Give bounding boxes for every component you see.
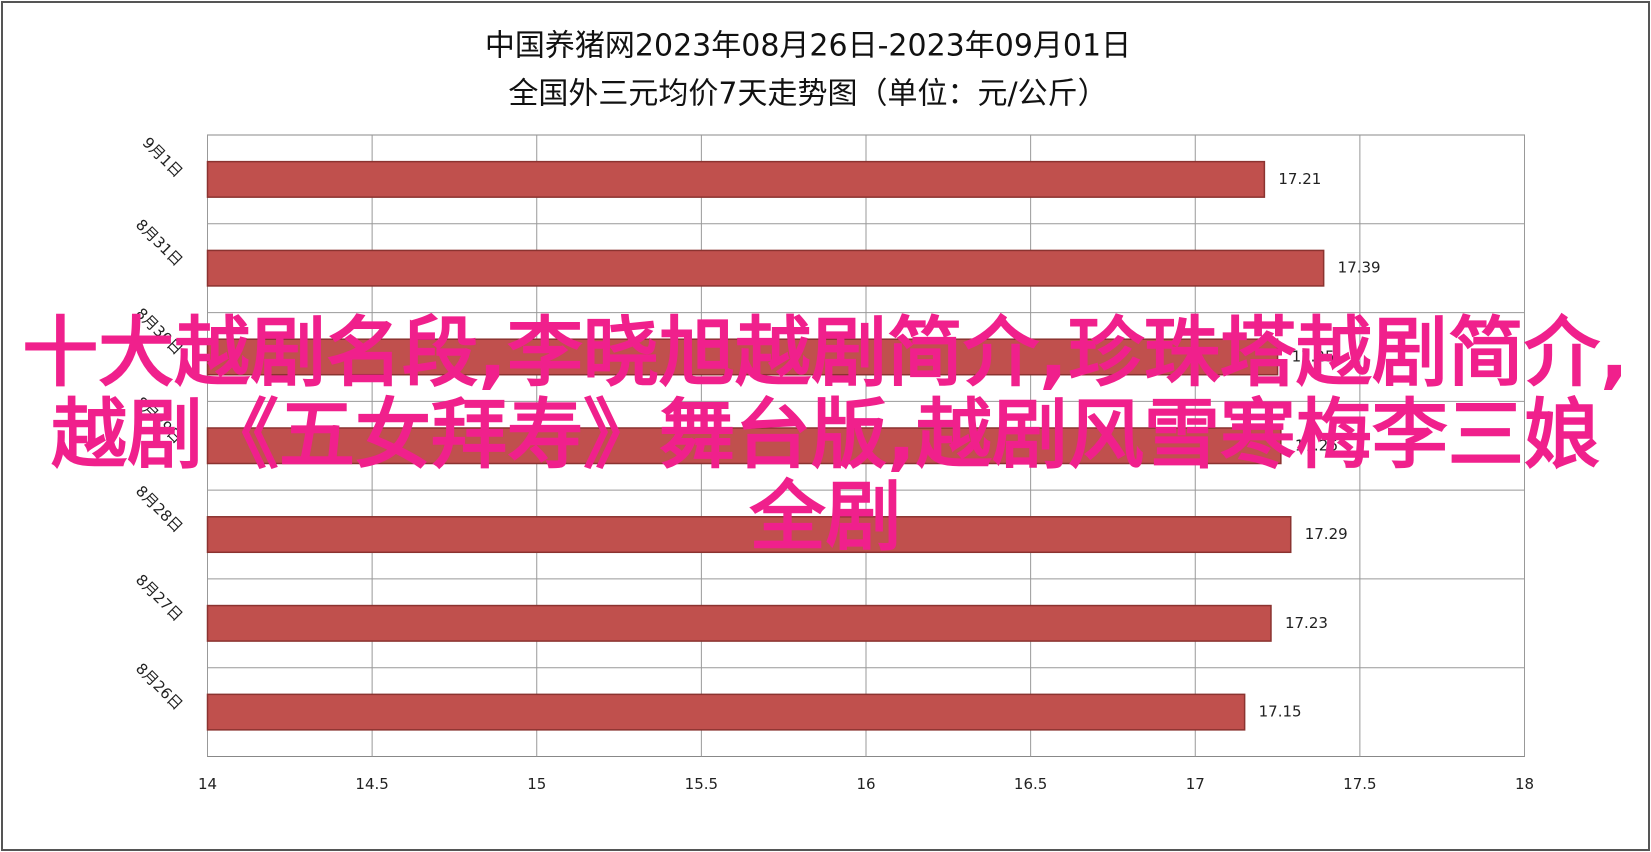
- chart-subtitle: 全国外三元均价7天走势图（单位：元/公斤）: [508, 77, 1107, 112]
- value-label: 17.29: [1305, 525, 1348, 543]
- value-label: 17.25: [1292, 347, 1335, 365]
- value-label: 17.21: [1278, 170, 1321, 188]
- x-tick-label: 17: [1186, 775, 1205, 793]
- bar: [206, 249, 1325, 287]
- bar: [206, 516, 1292, 554]
- bar: [206, 338, 1279, 376]
- bar: [206, 693, 1246, 731]
- overlay-text: 十大越剧名段,李晓旭越剧简介,珍珠塔越剧简介,越剧《五女拜寿》舞台版,越剧风雪寒…: [22, 308, 1629, 561]
- value-label: 17.23: [1285, 614, 1328, 632]
- value-label: 17.39: [1338, 259, 1381, 277]
- x-tick-label: 15: [527, 775, 546, 793]
- bar: [206, 160, 1266, 198]
- bar: [206, 427, 1282, 465]
- x-tick-label: 14.5: [355, 775, 388, 793]
- x-tick-label: 18: [1515, 775, 1534, 793]
- x-tick-label: 16: [856, 775, 875, 793]
- x-tick-label: 14: [198, 775, 217, 793]
- chart-title: 中国养猪网2023年08月26日-2023年09月01日: [485, 29, 1131, 64]
- value-label: 17.15: [1259, 703, 1302, 721]
- value-label: 17.26: [1295, 436, 1338, 454]
- x-tick-label: 15.5: [685, 775, 718, 793]
- bar: [206, 604, 1272, 642]
- x-tick-label: 17.5: [1343, 775, 1376, 793]
- x-tick-label: 16.5: [1014, 775, 1047, 793]
